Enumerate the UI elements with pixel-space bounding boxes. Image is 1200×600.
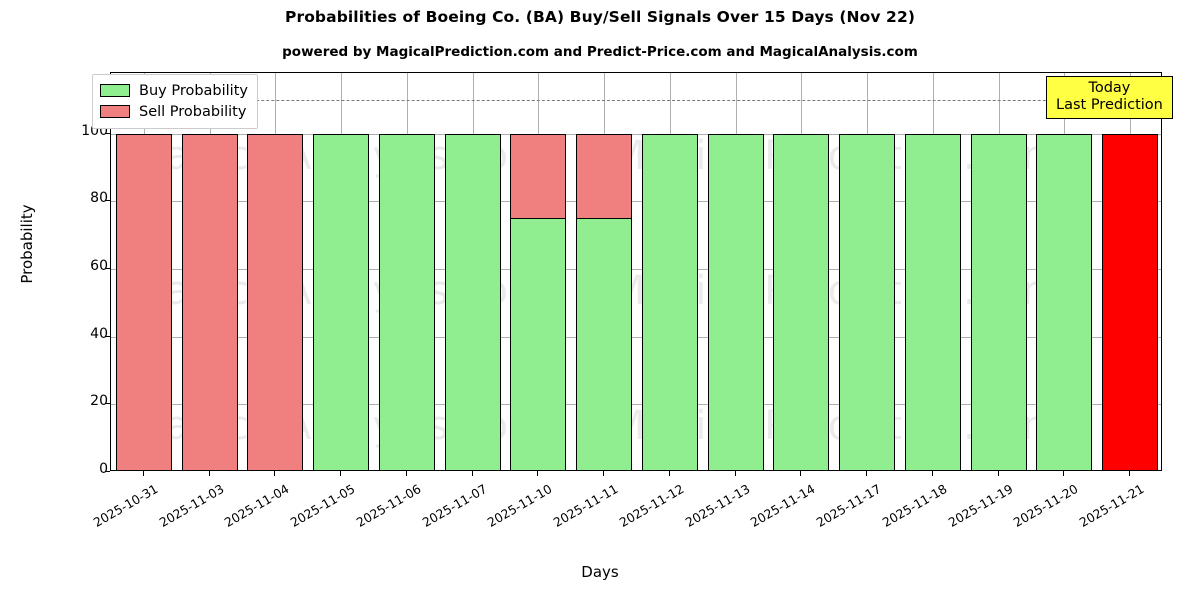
y-axis-label: Probability — [18, 204, 36, 284]
x-axis-tick — [866, 471, 867, 476]
y-axis-tick — [105, 403, 110, 404]
legend-item-buy[interactable]: Buy Probability — [100, 80, 248, 101]
today-annotation: Today Last Prediction — [1046, 76, 1173, 120]
x-axis-tick — [603, 471, 604, 476]
gridline-horizontal — [111, 269, 1161, 270]
reference-line — [111, 100, 1161, 101]
x-axis-tick — [143, 471, 144, 476]
bar-segment[interactable] — [708, 134, 764, 470]
x-axis-tick — [340, 471, 341, 476]
legend-swatch-buy — [100, 84, 130, 97]
x-axis-tick — [209, 471, 210, 476]
y-axis-tick — [105, 336, 110, 337]
page-title: Probabilities of Boeing Co. (BA) Buy/Sel… — [284, 8, 916, 26]
bar-segment[interactable] — [773, 134, 829, 470]
y-axis-tick-label: 60 — [90, 258, 108, 275]
chart-subtitle: powered by MagicalPrediction.com and Pre… — [282, 44, 918, 60]
chart-legend: Buy Probability Sell Probability — [92, 74, 258, 129]
bar-segment[interactable] — [576, 218, 632, 470]
x-axis-tick — [735, 471, 736, 476]
bar-segment[interactable] — [905, 134, 961, 470]
bar-segment[interactable] — [116, 134, 172, 470]
bar-segment[interactable] — [247, 134, 303, 470]
x-axis-tick — [537, 471, 538, 476]
y-axis-tick-label: 0 — [99, 461, 108, 477]
today-annotation-line1: Today — [1088, 80, 1131, 96]
bar-segment[interactable] — [182, 134, 238, 470]
bar-segment[interactable] — [379, 134, 435, 470]
y-axis-tick-label: 40 — [90, 325, 108, 342]
plot-area: MagicalAnalysis.comMagicalPrediction.com… — [110, 72, 1162, 471]
gridline-horizontal — [111, 201, 1161, 202]
legend-swatch-sell — [100, 105, 130, 118]
y-axis-tick — [105, 471, 110, 472]
x-axis-tick — [998, 471, 999, 476]
x-axis-tick — [932, 471, 933, 476]
bar-segment[interactable] — [445, 134, 501, 470]
legend-label-buy: Buy Probability — [139, 82, 248, 99]
x-axis-tick — [274, 471, 275, 476]
y-axis-tick — [105, 133, 110, 134]
bar-segment[interactable] — [642, 134, 698, 470]
x-axis-tick — [1063, 471, 1064, 476]
y-axis-tick — [105, 200, 110, 201]
x-axis-tick — [1129, 471, 1130, 476]
x-axis-tick — [472, 471, 473, 476]
bar-segment[interactable] — [510, 134, 566, 219]
y-axis-tick-label: 80 — [90, 190, 108, 207]
gridline-horizontal — [111, 337, 1161, 338]
bar-segment[interactable] — [576, 134, 632, 219]
bar-segment[interactable] — [1036, 134, 1092, 470]
gridline-horizontal — [111, 404, 1161, 405]
bar-segment[interactable] — [1102, 134, 1158, 470]
legend-label-sell: Sell Probability — [139, 103, 247, 120]
x-axis-label: Days — [581, 563, 619, 581]
today-annotation-line2: Last Prediction — [1056, 97, 1163, 114]
x-axis-tick — [669, 471, 670, 476]
x-axis-tick — [406, 471, 407, 476]
y-axis-tick-label: 20 — [90, 393, 108, 410]
legend-item-sell[interactable]: Sell Probability — [100, 101, 248, 122]
x-axis-tick — [800, 471, 801, 476]
gridline-horizontal — [111, 134, 1161, 135]
bar-segment[interactable] — [313, 134, 369, 470]
bar-segment[interactable] — [510, 218, 566, 470]
y-axis-tick — [105, 268, 110, 269]
bar-segment[interactable] — [839, 134, 895, 470]
bar-segment[interactable] — [971, 134, 1027, 470]
